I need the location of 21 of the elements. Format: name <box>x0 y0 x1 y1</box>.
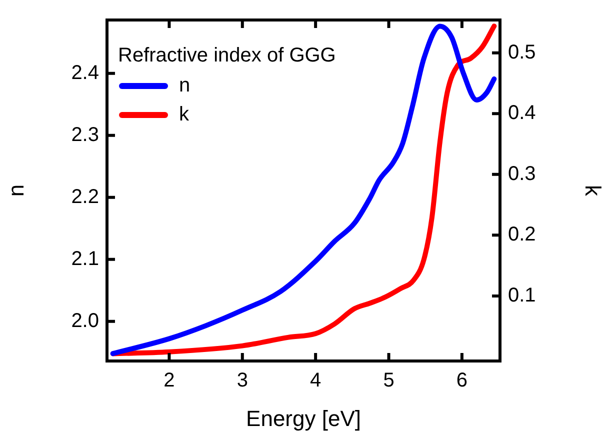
x-tick-label: 2 <box>164 370 175 392</box>
y-tick-label: 2.2 <box>71 186 99 208</box>
y2-tick-label: 0.1 <box>508 284 536 306</box>
y2-tick-label: 0.3 <box>508 162 536 185</box>
y2-axis-title: k <box>580 185 606 197</box>
y2-tick-label: 0.5 <box>508 41 536 64</box>
y2-tick-label: 0.4 <box>508 102 536 124</box>
y-tick-label: 2.1 <box>71 248 99 270</box>
y-tick-label: 2.3 <box>71 124 99 146</box>
y-axis-title: n <box>3 184 28 197</box>
legend-title: Refractive index of GGG <box>118 44 336 67</box>
y2-tick-label: 0.2 <box>508 224 536 246</box>
legend-label: n <box>179 74 190 97</box>
legend-label: k <box>179 104 190 126</box>
x-axis-title: Energy [eV] <box>246 406 361 431</box>
x-tick-label: 6 <box>456 370 468 392</box>
x-tick-label: 4 <box>310 370 322 392</box>
x-tick-label: 5 <box>383 370 394 392</box>
y-tick-label: 2.0 <box>71 310 99 332</box>
x-tick-label: 3 <box>236 370 248 392</box>
y-tick-label: 2.4 <box>71 62 99 84</box>
